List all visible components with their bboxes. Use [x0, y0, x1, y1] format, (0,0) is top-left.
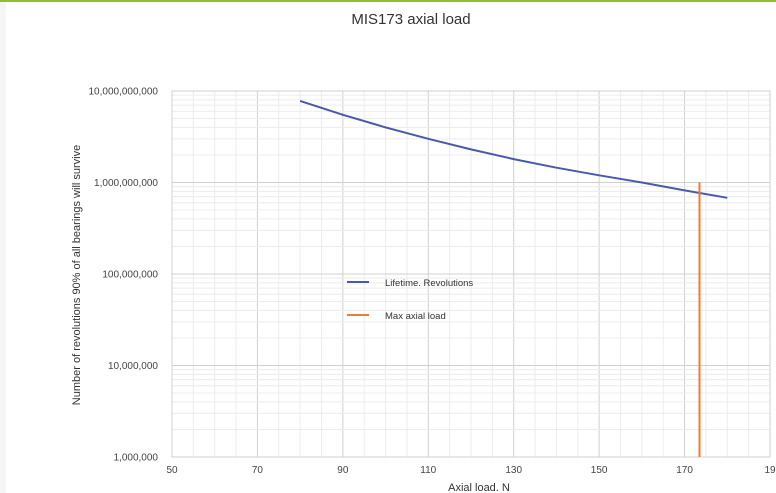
- x-tick-label: 70: [252, 465, 264, 476]
- x-tick-label: 19: [764, 465, 776, 476]
- x-tick-label: 110: [420, 465, 436, 476]
- chart-area: 50 70 90 110 130 150 170 19 1,000,000 10,000,000…: [71, 11, 776, 493]
- y-tick-label: 1,000,000,000: [94, 178, 158, 189]
- x-tick-label: 170: [676, 465, 693, 476]
- grid: [171, 90, 771, 458]
- x-tick-label: 50: [166, 465, 178, 476]
- plot-border: [171, 90, 771, 458]
- legend-label-max-load: Max axial load: [385, 311, 446, 322]
- y-tick-label: 1,000,000: [114, 453, 159, 464]
- chart-title: MIS173 axial load: [351, 11, 470, 28]
- series-line-lifetime: [299, 99, 728, 199]
- x-tick-label: 130: [505, 465, 522, 476]
- series-layer: [299, 99, 728, 457]
- y-tick-label: 10,000,000: [108, 361, 158, 372]
- x-tick-label: 150: [591, 465, 608, 476]
- legend: Lifetime. Revolutions Max axial load: [347, 278, 473, 322]
- y-axis-ticks: 1,000,000 10,000,000 100,000,000 1,000,000,…: [88, 87, 158, 464]
- y-tick-label: 100,000,000: [102, 270, 158, 281]
- top-accent-bar: [0, 0, 776, 2]
- x-axis-ticks: 50 70 90 110 130 150 170 19: [166, 465, 776, 476]
- y-tick-label: 10,000,000,000: [88, 87, 158, 98]
- x-axis-title: Axial load. N: [448, 482, 510, 493]
- legend-label-lifetime: Lifetime. Revolutions: [385, 278, 473, 289]
- x-tick-label: 90: [337, 465, 349, 476]
- y-axis-title: Number of revolutions 90% of all bearing…: [71, 145, 83, 405]
- chart-panel: 50 70 90 110 130 150 170 19 1,000,000 10,000,000…: [6, 2, 776, 493]
